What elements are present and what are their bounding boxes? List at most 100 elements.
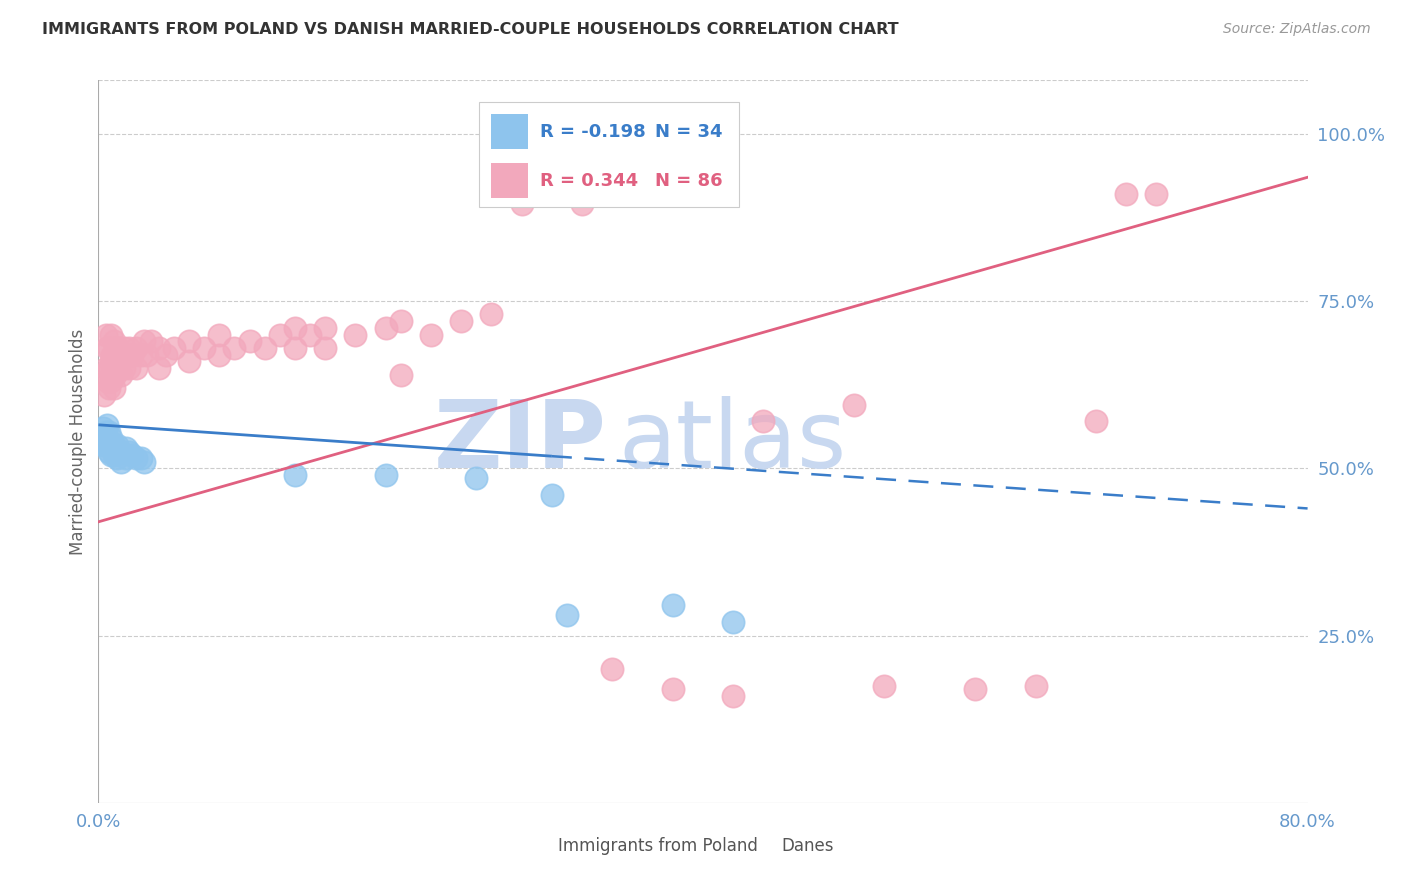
Point: [100, 375, 122, 389]
Point: [193, 341, 215, 355]
Point: [94, 327, 117, 342]
Point: [103, 334, 125, 349]
Point: [481, 307, 503, 322]
Point: [105, 361, 128, 376]
Point: [125, 341, 148, 355]
Point: [105, 341, 128, 355]
Point: [129, 348, 152, 362]
Point: [389, 314, 412, 328]
Point: [100, 448, 122, 462]
Text: R = 0.344: R = 0.344: [540, 172, 638, 190]
Point: [1115, 187, 1137, 202]
Point: [723, 689, 745, 703]
Point: [118, 444, 141, 458]
Point: [98, 438, 121, 452]
Point: [107, 341, 129, 355]
Point: [284, 467, 307, 482]
Point: [135, 348, 157, 362]
Point: [114, 451, 136, 466]
Point: [132, 334, 155, 349]
Point: [148, 361, 170, 376]
Point: [94, 361, 117, 376]
Text: ZIP: ZIP: [433, 395, 606, 488]
Point: [253, 341, 276, 355]
Point: [723, 615, 745, 630]
Point: [465, 471, 488, 485]
Point: [1085, 414, 1108, 429]
Point: [450, 314, 472, 328]
Point: [94, 438, 117, 452]
Point: [148, 341, 170, 355]
Text: IMMIGRANTS FROM POLAND VS DANISH MARRIED-COUPLE HOUSEHOLDS CORRELATION CHART: IMMIGRANTS FROM POLAND VS DANISH MARRIED…: [42, 22, 898, 37]
Point: [93, 387, 115, 401]
Text: atlas: atlas: [619, 395, 846, 488]
Point: [602, 662, 624, 676]
Point: [661, 599, 683, 613]
Point: [661, 681, 683, 696]
Point: [389, 368, 412, 382]
Point: [96, 438, 118, 452]
Point: [571, 197, 593, 211]
Point: [420, 327, 443, 342]
Point: [112, 341, 135, 355]
Point: [101, 368, 124, 382]
Point: [179, 334, 201, 349]
Point: [100, 354, 122, 368]
Point: [93, 438, 115, 452]
FancyBboxPatch shape: [516, 835, 546, 857]
Point: [125, 361, 148, 376]
Point: [121, 448, 143, 462]
Point: [105, 438, 128, 452]
FancyBboxPatch shape: [742, 835, 773, 857]
Point: [155, 348, 177, 362]
Y-axis label: Married-couple Households: Married-couple Households: [69, 328, 87, 555]
Point: [314, 321, 336, 335]
Text: R = -0.198: R = -0.198: [540, 123, 645, 141]
Point: [93, 431, 115, 445]
Point: [125, 451, 148, 466]
Point: [94, 431, 117, 445]
Point: [105, 451, 128, 466]
Point: [1024, 679, 1046, 693]
Point: [844, 398, 866, 412]
Point: [110, 368, 132, 382]
Point: [873, 679, 896, 693]
Point: [374, 321, 396, 335]
Text: Immigrants from Poland: Immigrants from Poland: [558, 838, 758, 855]
Point: [314, 341, 336, 355]
Text: Source: ZipAtlas.com: Source: ZipAtlas.com: [1223, 22, 1371, 37]
Point: [132, 455, 155, 469]
Point: [110, 455, 132, 469]
Point: [100, 431, 122, 445]
Point: [96, 417, 118, 432]
Point: [374, 467, 396, 482]
Point: [112, 361, 135, 376]
Point: [110, 444, 132, 458]
Point: [141, 334, 163, 349]
Point: [284, 321, 307, 335]
Point: [208, 327, 231, 342]
Point: [98, 341, 121, 355]
Point: [121, 348, 143, 362]
Text: Danes: Danes: [782, 838, 834, 855]
FancyBboxPatch shape: [492, 163, 527, 198]
Point: [115, 348, 138, 362]
Point: [118, 341, 141, 355]
Point: [299, 327, 322, 342]
Point: [103, 448, 125, 462]
Point: [96, 375, 118, 389]
Point: [1144, 187, 1167, 202]
Point: [208, 348, 231, 362]
Point: [107, 361, 129, 376]
Point: [540, 488, 562, 502]
Point: [179, 354, 201, 368]
Point: [510, 197, 533, 211]
Text: N = 86: N = 86: [655, 172, 723, 190]
Point: [98, 381, 121, 395]
Point: [224, 341, 246, 355]
Point: [101, 348, 124, 362]
Point: [284, 341, 307, 355]
Point: [495, 187, 517, 202]
Point: [100, 327, 122, 342]
Point: [965, 681, 987, 696]
